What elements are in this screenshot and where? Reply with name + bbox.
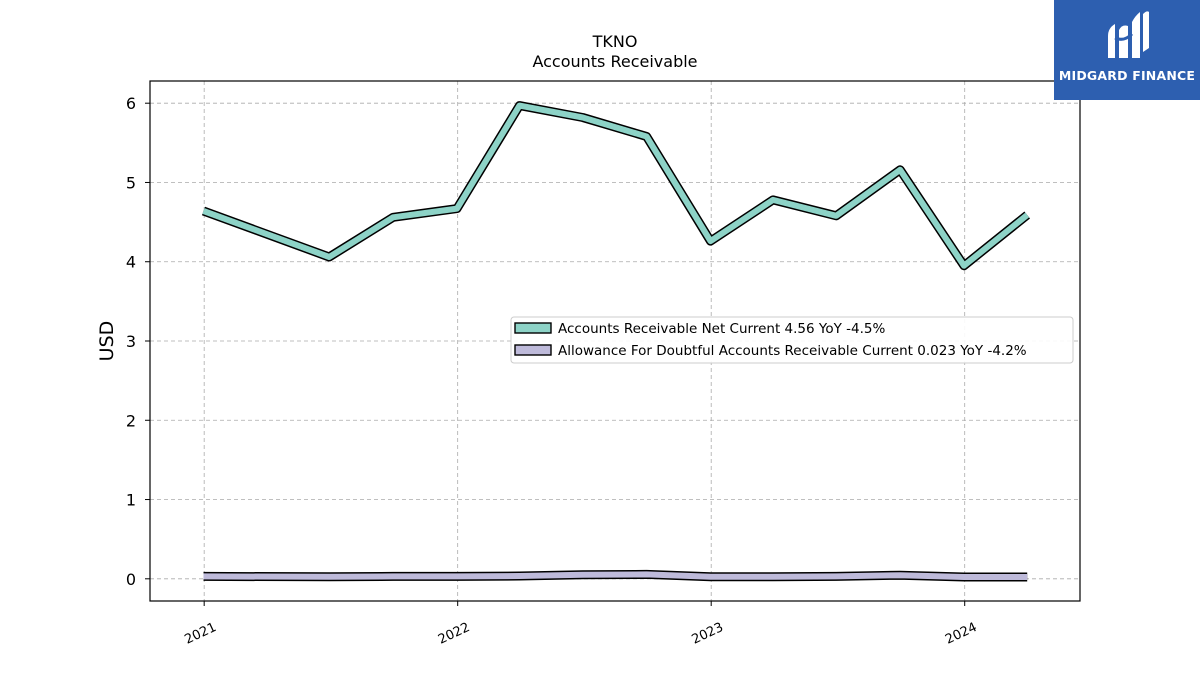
y-tick-label: 3 (126, 332, 136, 351)
y-tick-label: 4 (126, 253, 136, 272)
series-allowance-line (203, 571, 1028, 580)
chart-subtitle: Accounts Receivable (532, 52, 697, 71)
legend-frame (510, 316, 1074, 364)
legend: Accounts Receivable Net Current 4.56 YoY… (510, 316, 1074, 364)
logo-icon (1108, 11, 1149, 58)
y-tick-label: 1 (126, 491, 136, 510)
brand-logo: MIDGARD FINANCE (1054, 0, 1200, 100)
y-axis-title: USD (96, 321, 118, 362)
series-accounts-receivable-line (202, 102, 1030, 269)
x-tick-label: 2022 (436, 620, 472, 648)
y-tick-label: 5 (126, 173, 136, 192)
x-tick-label: 2023 (690, 620, 726, 648)
legend-label-allowance: Allowance For Doubtful Accounts Receivab… (558, 343, 1027, 359)
x-tick-label: 2024 (943, 620, 979, 648)
legend-swatch-accounts-receivable (514, 322, 552, 334)
logo-text: MIDGARD FINANCE (1058, 68, 1196, 83)
axis-ticks: 0 1 2 3 4 5 6 2021 2022 2023 2024 (126, 94, 980, 647)
series-layer (201, 101, 1031, 582)
legend-swatch-allowance (514, 344, 552, 356)
y-tick-label: 6 (126, 94, 136, 113)
y-tick-label: 0 (126, 570, 136, 589)
x-tick-label: 2021 (183, 620, 219, 648)
legend-label-accounts-receivable: Accounts Receivable Net Current 4.56 YoY… (558, 321, 885, 337)
chart-title: TKNO (592, 32, 638, 51)
y-tick-label: 2 (126, 411, 136, 430)
